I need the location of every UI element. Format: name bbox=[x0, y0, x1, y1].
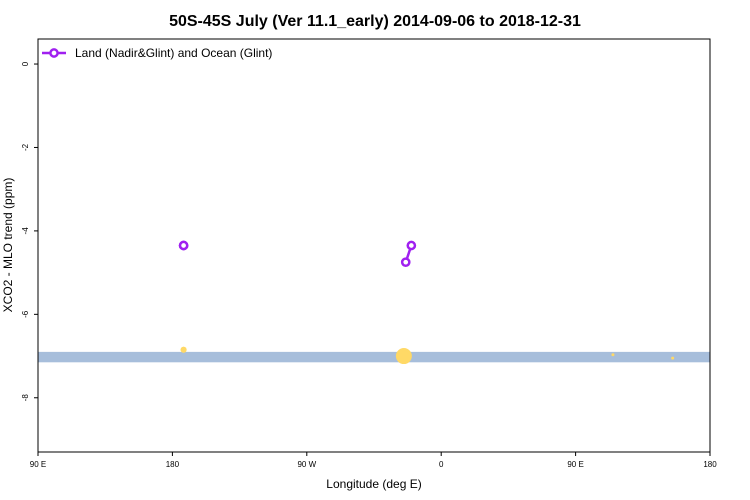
plot-frame bbox=[37, 38, 711, 453]
x-tick-label-1: 180 bbox=[166, 460, 180, 469]
y-axis: 0 -2 -4 -6 -8 bbox=[21, 61, 38, 401]
legend: Land (Nadir&Glint) and Ocean (Glint) bbox=[42, 46, 272, 60]
overlay-point-1 bbox=[395, 348, 412, 365]
x-tick-label-2: 90 W bbox=[297, 460, 316, 469]
overlay-point-4 bbox=[180, 346, 187, 353]
x-axis: 90 E 180 90 W 0 90 E 180 bbox=[30, 452, 717, 469]
reference-band bbox=[38, 351, 710, 363]
x-axis-label: Longitude (deg E) bbox=[326, 477, 421, 491]
legend-label: Land (Nadir&Glint) and Ocean (Glint) bbox=[75, 46, 272, 60]
legend-marker-swatch bbox=[49, 48, 59, 58]
x-tick-label-4: 90 E bbox=[567, 460, 583, 469]
x-tick-label-3: 0 bbox=[439, 460, 444, 469]
y-tick-label-4: -8 bbox=[21, 394, 30, 402]
overlay-point-3 bbox=[671, 356, 675, 360]
x-tick-label-0: 90 E bbox=[30, 460, 46, 469]
x-tick-label-5: 180 bbox=[703, 460, 717, 469]
series-0-point-2-0 bbox=[178, 240, 189, 251]
chart-title: 50S-45S July (Ver 11.1_early) 2014-09-06… bbox=[169, 13, 581, 30]
overlay-point-2 bbox=[611, 353, 615, 357]
y-tick-label-1: -2 bbox=[21, 143, 30, 151]
y-tick-label-3: -6 bbox=[21, 310, 30, 318]
plot-area bbox=[38, 240, 710, 365]
y-tick-label-0: 0 bbox=[21, 61, 30, 66]
series-0-point-1-0 bbox=[400, 257, 411, 268]
y-axis-label: XCO2 - MLO trend (ppm) bbox=[1, 178, 15, 313]
series-0-point-1-1 bbox=[406, 240, 417, 251]
y-tick-label-2: -4 bbox=[21, 227, 30, 235]
